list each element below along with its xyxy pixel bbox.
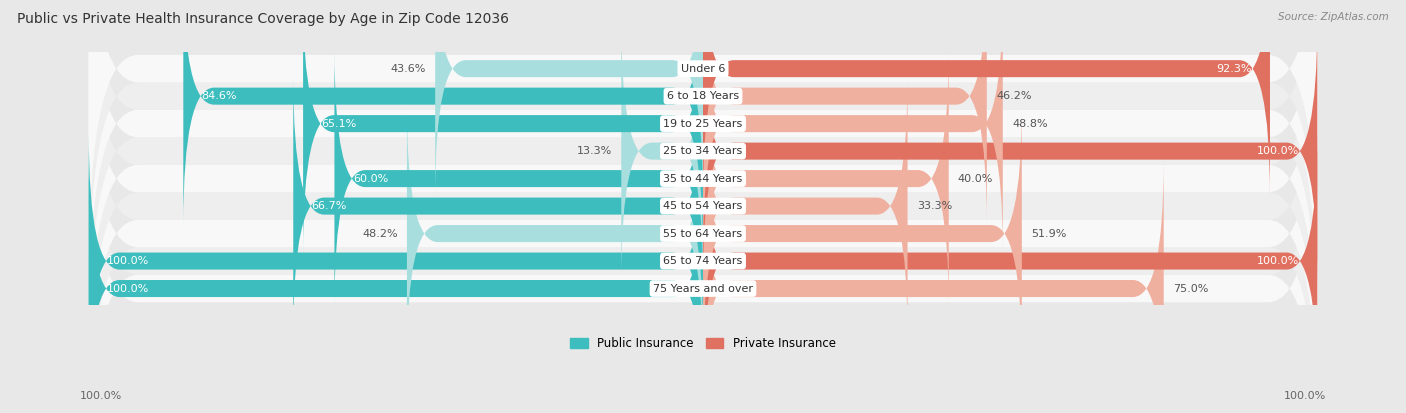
FancyBboxPatch shape (89, 0, 1317, 385)
Text: 60.0%: 60.0% (353, 173, 388, 184)
Text: 100.0%: 100.0% (80, 391, 122, 401)
Text: 92.3%: 92.3% (1216, 64, 1251, 74)
Legend: Public Insurance, Private Insurance: Public Insurance, Private Insurance (565, 332, 841, 355)
FancyBboxPatch shape (89, 83, 1317, 413)
FancyBboxPatch shape (703, 0, 1270, 197)
Text: 46.2%: 46.2% (995, 91, 1032, 101)
Text: 75.0%: 75.0% (1173, 284, 1208, 294)
FancyBboxPatch shape (89, 0, 1317, 302)
FancyBboxPatch shape (406, 104, 703, 363)
FancyBboxPatch shape (703, 132, 1317, 390)
Text: 33.3%: 33.3% (917, 201, 952, 211)
Text: 6 to 18 Years: 6 to 18 Years (666, 91, 740, 101)
FancyBboxPatch shape (89, 27, 1317, 413)
Text: Public vs Private Health Insurance Coverage by Age in Zip Code 12036: Public vs Private Health Insurance Cover… (17, 12, 509, 26)
Text: 55 to 64 Years: 55 to 64 Years (664, 228, 742, 239)
FancyBboxPatch shape (703, 0, 1002, 252)
FancyBboxPatch shape (703, 77, 907, 335)
Text: 35 to 44 Years: 35 to 44 Years (664, 173, 742, 184)
Text: 48.2%: 48.2% (363, 228, 398, 239)
Text: 100.0%: 100.0% (1257, 256, 1299, 266)
Text: 84.6%: 84.6% (201, 91, 238, 101)
Text: 45 to 54 Years: 45 to 54 Years (664, 201, 742, 211)
FancyBboxPatch shape (436, 0, 703, 197)
FancyBboxPatch shape (89, 160, 703, 413)
FancyBboxPatch shape (89, 55, 1317, 413)
FancyBboxPatch shape (703, 160, 1164, 413)
FancyBboxPatch shape (703, 0, 987, 225)
FancyBboxPatch shape (703, 22, 1317, 280)
FancyBboxPatch shape (89, 0, 1317, 275)
FancyBboxPatch shape (89, 0, 1317, 412)
Text: Source: ZipAtlas.com: Source: ZipAtlas.com (1278, 12, 1389, 22)
Text: 40.0%: 40.0% (957, 173, 993, 184)
Text: 100.0%: 100.0% (1257, 146, 1299, 156)
Text: 43.6%: 43.6% (391, 64, 426, 74)
Text: 100.0%: 100.0% (1284, 391, 1326, 401)
Text: 100.0%: 100.0% (107, 256, 149, 266)
Text: 100.0%: 100.0% (107, 284, 149, 294)
FancyBboxPatch shape (89, 0, 1317, 357)
FancyBboxPatch shape (89, 0, 1317, 330)
Text: 25 to 34 Years: 25 to 34 Years (664, 146, 742, 156)
FancyBboxPatch shape (703, 104, 1022, 363)
FancyBboxPatch shape (89, 132, 703, 390)
FancyBboxPatch shape (335, 50, 703, 308)
Text: 13.3%: 13.3% (576, 146, 612, 156)
FancyBboxPatch shape (294, 77, 703, 335)
Text: 51.9%: 51.9% (1031, 228, 1066, 239)
Text: 66.7%: 66.7% (312, 201, 347, 211)
Text: 65 to 74 Years: 65 to 74 Years (664, 256, 742, 266)
FancyBboxPatch shape (621, 22, 703, 280)
FancyBboxPatch shape (183, 0, 703, 225)
Text: Under 6: Under 6 (681, 64, 725, 74)
Text: 75 Years and over: 75 Years and over (652, 284, 754, 294)
Text: 48.8%: 48.8% (1012, 119, 1047, 128)
FancyBboxPatch shape (703, 50, 949, 308)
Text: 65.1%: 65.1% (322, 119, 357, 128)
Text: 19 to 25 Years: 19 to 25 Years (664, 119, 742, 128)
FancyBboxPatch shape (304, 0, 703, 252)
